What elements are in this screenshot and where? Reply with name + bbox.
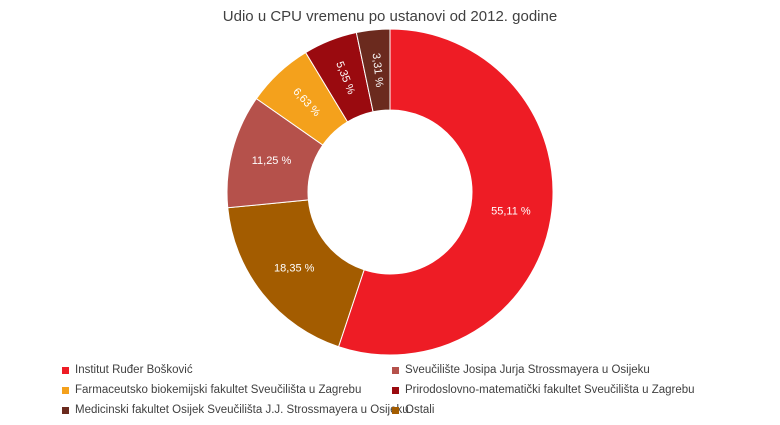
legend-label: Farmaceutsko biokemijski fakultet Sveuči… — [75, 384, 362, 396]
legend-label: Institut Ruđer Bošković — [75, 364, 193, 376]
slice-label-sveuciliste-josipa-jurja-strossmayera-u-osijeku: 11,25 % — [252, 155, 292, 167]
legend-item-medicinski-fakultet-osijek-sveucilista-j-j-strossmayera-u-osijeku: Medicinski fakultet Osijek Sveučilišta J… — [62, 402, 409, 418]
chart-legend: Institut Ruđer Bošković Sveučilište Josip… — [62, 362, 742, 418]
legend-item-farmaceutsko-biokemijski-fakultet-sveucilista-u-zagrebu: Farmaceutsko biokemijski fakultet Sveuči… — [62, 382, 392, 398]
legend-item-institut-ruder-boskovic: Institut Ruđer Bošković — [62, 362, 392, 378]
slice-ostali — [227, 199, 365, 348]
legend-swatch — [392, 386, 399, 394]
legend-swatch — [392, 406, 399, 414]
legend-swatch — [62, 386, 69, 394]
legend-swatch — [392, 366, 399, 374]
legend-label: Prirodoslovno-matematički fakultet Sveuč… — [405, 384, 695, 396]
chart-title: Udio u CPU vremenu po ustanovi od 2012. … — [222, 8, 558, 25]
legend-item-prirodoslovno-matematicki-fakultet-sveucilista-u-zagrebu: Prirodoslovno-matematički fakultet Sveuč… — [392, 382, 722, 398]
slice-label-institut-ruder-boskovic: 55,11 % — [491, 205, 531, 217]
legend-swatch — [62, 406, 69, 414]
slice-label-ostali: 18,35 % — [274, 262, 315, 274]
legend-item-ostali: Ostali — [392, 402, 722, 418]
legend-label: Ostali — [405, 404, 435, 416]
legend-label: Medicinski fakultet Osijek Sveučilišta J… — [75, 404, 409, 416]
legend-item-sveuciliste-josipa-jurja-strossmayera-u-osijeku: Sveučilište Josipa Jurja Strossmayera u … — [392, 362, 722, 378]
slice-label-medicinski-fakultet-osijek-sveucilista-j-j-strossmayera-u-osijeku: 3,31 % — [370, 52, 386, 88]
slice-institut-ruder-boskovic — [337, 28, 554, 356]
legend-swatch — [62, 366, 69, 374]
slice-medicinski-fakultet-osijek-sveucilista-j-j-strossmayera-u-osijeku — [355, 28, 391, 113]
donut-slices — [226, 28, 554, 356]
legend-label: Sveučilište Josipa Jurja Strossmayera u … — [405, 364, 650, 376]
